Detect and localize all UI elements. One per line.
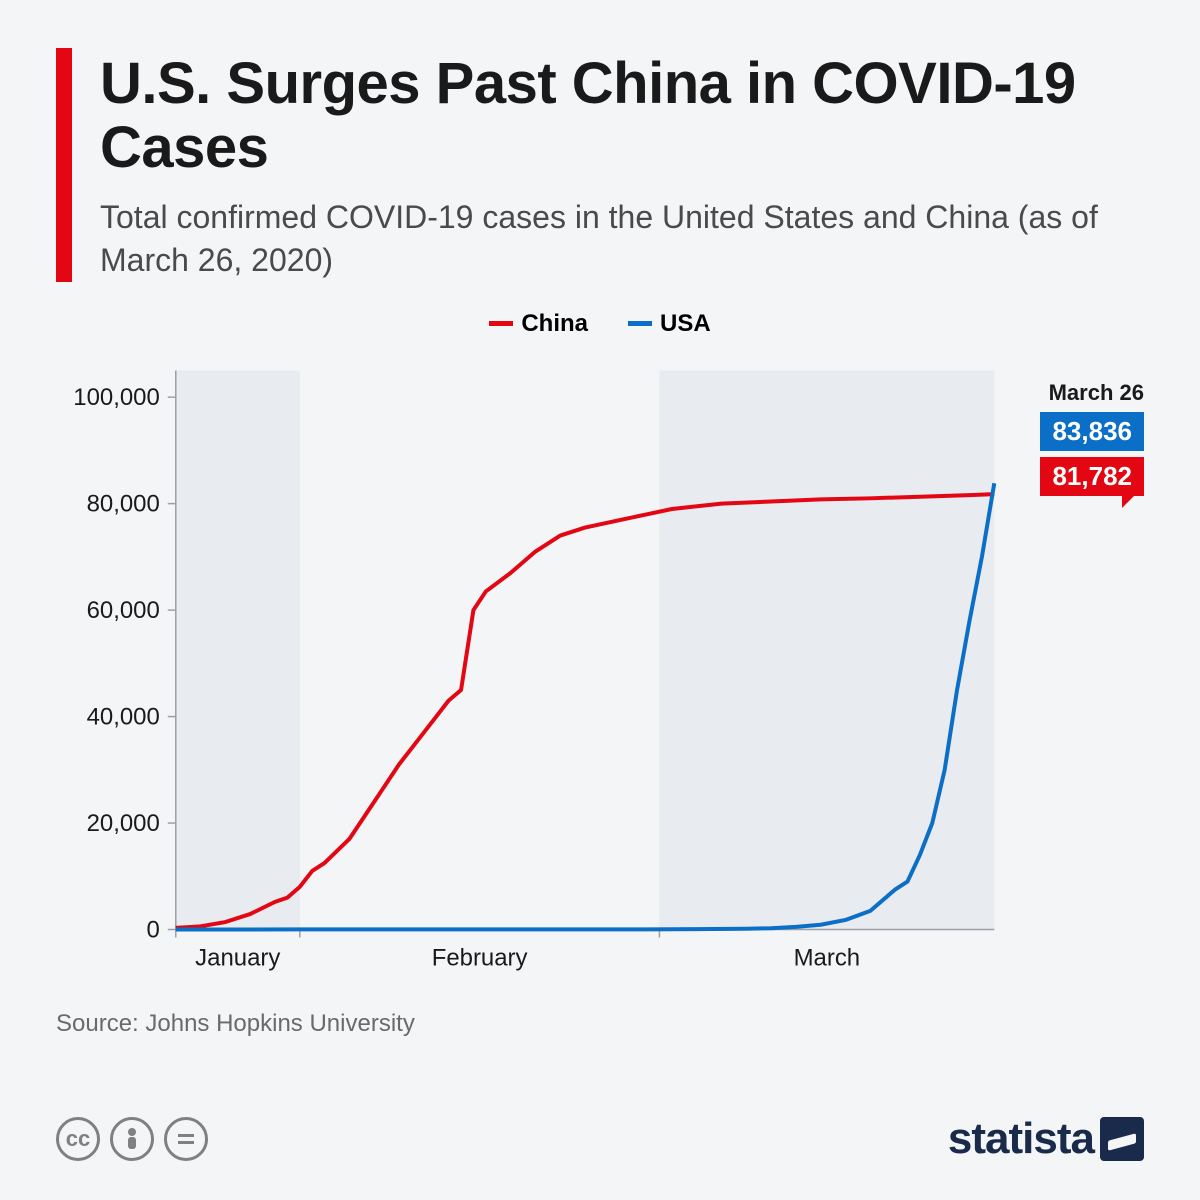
by-icon bbox=[110, 1117, 154, 1161]
chart: 0 20,000 40,000 60,000 80,000 100,000 January… bbox=[56, 350, 1144, 990]
header: U.S. Surges Past China in COVID-19 Cases… bbox=[56, 48, 1144, 282]
legend-label-china: China bbox=[521, 310, 588, 338]
legend-label-usa: USA bbox=[660, 310, 711, 338]
callout-date: March 26 bbox=[1040, 380, 1144, 406]
legend: China USA bbox=[56, 310, 1144, 338]
chart-svg: 0 20,000 40,000 60,000 80,000 100,000 January… bbox=[56, 350, 1144, 990]
infographic-container: U.S. Surges Past China in COVID-19 Cases… bbox=[0, 0, 1200, 1200]
header-text: U.S. Surges Past China in COVID-19 Cases… bbox=[100, 48, 1144, 282]
svg-text:100,000: 100,000 bbox=[73, 384, 160, 411]
legend-swatch-china bbox=[489, 321, 513, 326]
cc-icons: cc bbox=[56, 1117, 208, 1161]
legend-usa: USA bbox=[628, 310, 711, 338]
svg-text:January: January bbox=[195, 944, 280, 971]
callout-usa-value: 83,836 bbox=[1052, 416, 1132, 446]
svg-text:20,000: 20,000 bbox=[87, 810, 160, 837]
callout-china-value: 81,782 bbox=[1052, 461, 1132, 491]
statista-logo-icon bbox=[1100, 1117, 1144, 1161]
svg-text:March: March bbox=[794, 944, 861, 971]
statista-brand: statista bbox=[948, 1114, 1144, 1164]
callout-china: 81,782 bbox=[1040, 457, 1144, 496]
svg-text:80,000: 80,000 bbox=[87, 491, 160, 518]
source-text: Source: Johns Hopkins University bbox=[56, 1010, 1144, 1038]
footer: cc statista bbox=[56, 1114, 1144, 1164]
nd-icon bbox=[164, 1117, 208, 1161]
title: U.S. Surges Past China in COVID-19 Cases bbox=[100, 52, 1144, 180]
legend-china: China bbox=[489, 310, 588, 338]
end-callout: March 26 83,836 81,782 bbox=[1040, 380, 1144, 502]
accent-bar bbox=[56, 48, 72, 282]
brand-text: statista bbox=[948, 1114, 1094, 1164]
subtitle: Total confirmed COVID-19 cases in the Un… bbox=[100, 196, 1144, 282]
svg-text:February: February bbox=[432, 944, 528, 971]
svg-text:60,000: 60,000 bbox=[87, 597, 160, 624]
callout-usa: 83,836 bbox=[1040, 412, 1144, 451]
cc-icon: cc bbox=[56, 1117, 100, 1161]
legend-swatch-usa bbox=[628, 321, 652, 326]
svg-text:40,000: 40,000 bbox=[87, 704, 160, 731]
callout-tail-icon bbox=[1122, 496, 1134, 508]
svg-text:0: 0 bbox=[146, 916, 159, 943]
